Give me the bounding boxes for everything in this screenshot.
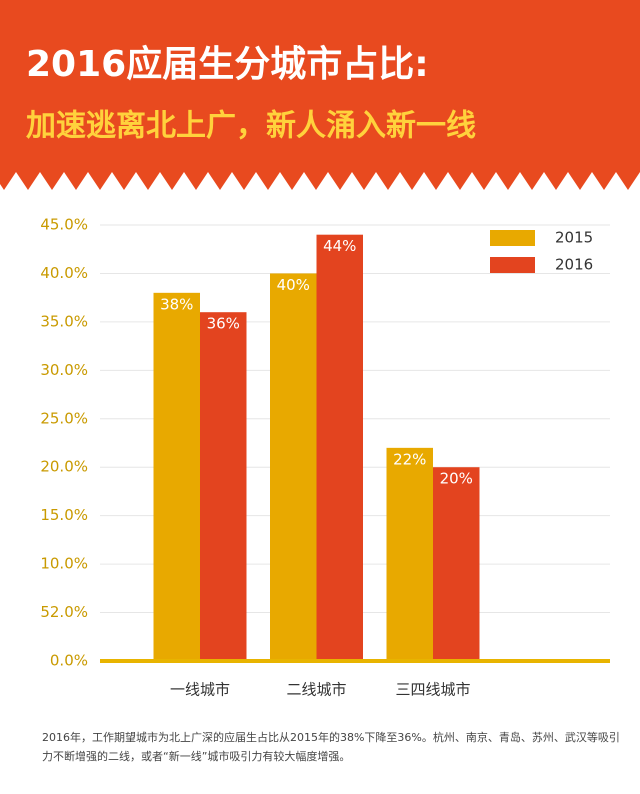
y-tick-label: 40.0% xyxy=(40,264,88,282)
bar xyxy=(316,234,363,661)
bar xyxy=(153,292,200,661)
y-tick-label: 30.0% xyxy=(40,361,88,379)
footnote: 2016年，工作期望城市为北上广深的应届生占比从2015年的38%下降至36%。… xyxy=(42,730,620,744)
y-tick-label: 45.0% xyxy=(40,216,88,234)
x-tick-label: 三四线城市 xyxy=(395,681,470,699)
y-tick-label: 0.0% xyxy=(50,652,88,670)
footnote: 力不断增强的二线，或者“新一线”城市吸引力有较大幅度增强。 xyxy=(42,749,350,763)
value-label: 22% xyxy=(393,450,426,468)
legend-swatch xyxy=(490,230,535,246)
legend-label: 2015 xyxy=(555,229,593,247)
value-label: 38% xyxy=(160,295,193,313)
value-label: 44% xyxy=(323,237,356,255)
legend-label: 2016 xyxy=(555,256,593,274)
bar xyxy=(270,273,317,661)
value-label: 40% xyxy=(277,276,310,294)
bar xyxy=(386,447,433,661)
value-label: 36% xyxy=(207,315,240,333)
chart-subtitle: 加速逃离北上广，新人涌入新一线 xyxy=(26,109,476,144)
bar xyxy=(433,467,480,661)
x-tick-label: 二线城市 xyxy=(286,681,346,699)
y-tick-label: 52.0% xyxy=(40,603,88,621)
chart-title: 2016应届生分城市占比: xyxy=(26,44,429,85)
y-tick-label: 20.0% xyxy=(40,458,88,476)
y-tick-label: 25.0% xyxy=(40,409,88,427)
y-tick-label: 15.0% xyxy=(40,506,88,524)
banner xyxy=(0,0,640,190)
y-tick-label: 10.0% xyxy=(40,555,88,573)
value-label: 20% xyxy=(440,470,473,488)
legend-swatch xyxy=(490,257,535,273)
bar xyxy=(200,312,247,661)
x-tick-label: 一线城市 xyxy=(170,681,230,699)
y-tick-label: 35.0% xyxy=(40,312,88,330)
